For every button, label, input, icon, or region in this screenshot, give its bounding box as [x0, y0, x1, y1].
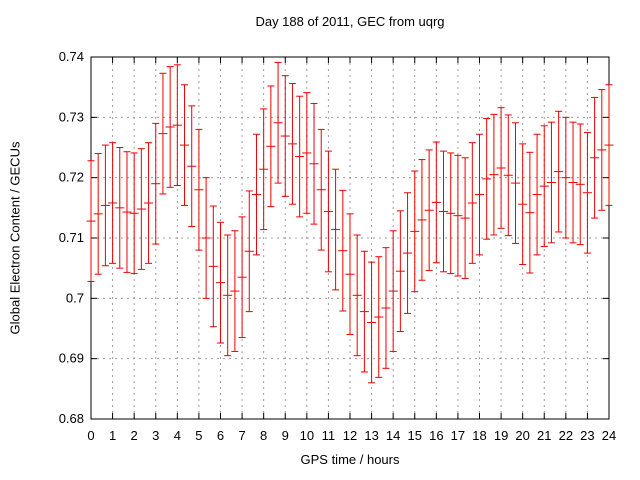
- x-tick-label: 20: [515, 428, 529, 443]
- x-tick-label: 19: [494, 428, 508, 443]
- y-tick-label: 0.74: [59, 49, 84, 64]
- chart-title: Day 188 of 2011, GEC from uqrg: [255, 14, 445, 29]
- x-tick-label: 9: [282, 428, 289, 443]
- x-tick-label: 11: [322, 428, 336, 443]
- x-tick-label: 2: [131, 428, 138, 443]
- y-tick-labels: 0.68 0.69 0.7 0.71 0.72 0.73 0.74: [59, 49, 84, 426]
- x-tick-label: 24: [602, 428, 616, 443]
- y-tick-label: 0.68: [59, 411, 84, 426]
- x-tick-label: 4: [174, 428, 181, 443]
- x-tick-label: 7: [238, 428, 245, 443]
- x-tick-label: 22: [559, 428, 573, 443]
- y-axis-title: Global Electron Content / GECUs: [7, 141, 23, 335]
- x-tick-label: 10: [300, 428, 314, 443]
- x-tick-label: 17: [451, 428, 465, 443]
- x-tick-label: 12: [343, 428, 357, 443]
- x-tick-label: 18: [472, 428, 486, 443]
- y-tick-label: 0.72: [59, 170, 84, 185]
- error-bars-series: [86, 61, 614, 384]
- x-tick-label: 14: [386, 428, 400, 443]
- y-tick-label: 0.71: [59, 230, 84, 245]
- y-tick-label: 0.69: [59, 351, 84, 366]
- x-axis-title: GPS time / hours: [300, 452, 400, 467]
- y-tick-label: 0.73: [59, 109, 84, 124]
- x-tick-label: 15: [408, 428, 422, 443]
- x-tick-label: 6: [217, 428, 224, 443]
- x-tick-label: 1: [109, 428, 116, 443]
- x-tick-label: 21: [537, 428, 551, 443]
- x-tick-label: 3: [152, 428, 159, 443]
- x-tick-labels: 0 1 2 3 4 5 6 7 8 9 10 11 12 13 14 15 16 17 18 19 20 21 22 23 24: [87, 428, 616, 443]
- x-tick-label: 13: [364, 428, 378, 443]
- x-tick-label: 16: [429, 428, 443, 443]
- y-tick-label: 0.7: [66, 290, 84, 305]
- x-tick-label: 23: [580, 428, 594, 443]
- x-tick-label: 8: [260, 428, 267, 443]
- x-tick-label: 5: [195, 428, 202, 443]
- x-tick-label: 0: [87, 428, 94, 443]
